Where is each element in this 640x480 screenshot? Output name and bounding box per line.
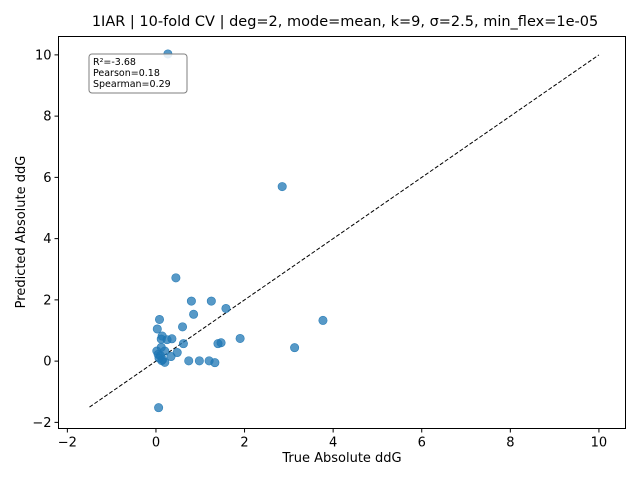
x-tick-label: 0 [152, 436, 160, 451]
y-axis-label: Predicted Absolute ddG [14, 156, 29, 309]
data-point [210, 358, 220, 368]
y-tick-label: 10 [35, 48, 52, 63]
data-point [277, 182, 287, 192]
y-tick-label: 8 [43, 110, 51, 125]
data-point [290, 343, 300, 353]
data-point [189, 309, 199, 319]
data-point [235, 333, 245, 343]
y-tick-label: 0 [43, 355, 51, 370]
y-tick-label: 2 [43, 293, 51, 308]
data-point [221, 303, 231, 313]
data-point [178, 322, 188, 332]
y-tick-label: −2 [32, 416, 51, 431]
reference-line-layer [89, 54, 600, 408]
data-point [206, 296, 216, 306]
data-point [194, 356, 204, 366]
data-point [186, 296, 196, 306]
data-point [171, 273, 181, 283]
plot-frame [58, 36, 626, 429]
x-tick-label: 10 [591, 436, 608, 451]
x-tick-label: −2 [58, 436, 77, 451]
x-tick-label: 6 [418, 436, 426, 451]
stats-spearman: Spearman=0.29 [93, 79, 171, 90]
data-point [167, 334, 177, 344]
data-point [154, 314, 164, 324]
y-tick-label: 4 [43, 232, 51, 247]
x-tick-label: 8 [506, 436, 514, 451]
stats-box: R²=-3.68 Pearson=0.18 Spearman=0.29 [88, 53, 188, 94]
x-axis-label: True Absolute ddG [281, 451, 401, 466]
stats-box-frame [88, 53, 188, 94]
points-layer [152, 49, 328, 413]
data-point [166, 352, 176, 362]
data-point [178, 339, 188, 349]
y-ticks: −2 0 2 4 6 8 10 [32, 48, 59, 431]
data-point [160, 357, 170, 367]
data-point [152, 324, 162, 334]
x-tick-label: 2 [240, 436, 248, 451]
data-point [184, 356, 194, 366]
stats-r2: R²=-3.68 [93, 57, 136, 68]
x-ticks: −2 0 2 4 6 8 10 [58, 428, 608, 451]
data-point [318, 315, 328, 325]
data-point [216, 338, 226, 348]
y-tick-label: 6 [43, 171, 51, 186]
identity-reference-line [89, 54, 600, 408]
data-point [154, 403, 164, 413]
x-tick-label: 4 [329, 436, 337, 451]
chart-title: 1IAR | 10-fold CV | deg=2, mode=mean, k=… [92, 14, 598, 30]
stats-pearson: Pearson=0.18 [93, 68, 160, 79]
